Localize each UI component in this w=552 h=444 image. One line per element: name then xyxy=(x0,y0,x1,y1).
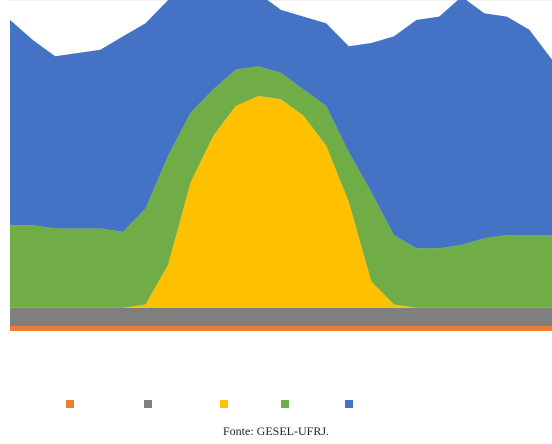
legend-swatch-2 xyxy=(220,400,228,408)
area-series-layer xyxy=(10,0,552,331)
area-series-1 xyxy=(10,307,552,326)
legend-swatch-1 xyxy=(144,400,152,408)
area-series-2 xyxy=(10,96,552,308)
area-series-3 xyxy=(10,66,552,308)
area-series-4 xyxy=(10,0,552,249)
legend-swatch-0 xyxy=(66,400,74,408)
area-series-0 xyxy=(10,326,552,331)
legend-swatch-3 xyxy=(281,400,289,408)
legend xyxy=(0,400,552,410)
legend-swatch-4 xyxy=(345,400,353,408)
source-note: Fonte: GESEL-UFRJ. xyxy=(222,424,329,438)
